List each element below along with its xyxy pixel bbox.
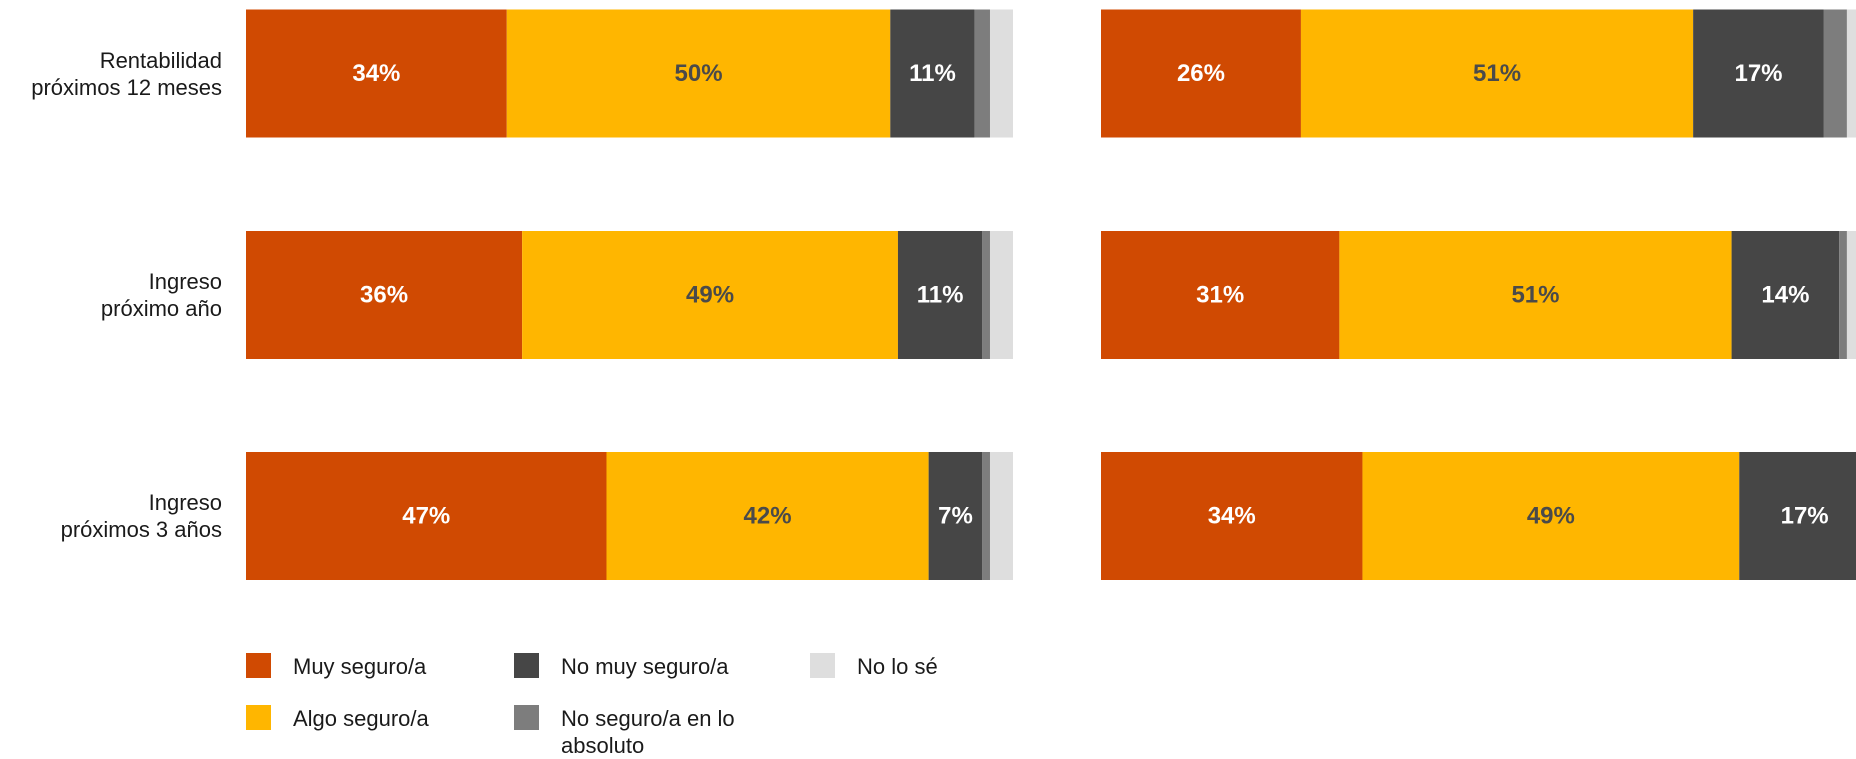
legend-item: No lo sé bbox=[810, 653, 1077, 680]
value-label: 26% bbox=[1177, 60, 1225, 87]
legend-swatch bbox=[246, 653, 271, 678]
legend-item: Algo seguro/a bbox=[246, 705, 513, 732]
chart: 34% 50% 11% 36% 49% 11% 47% 42% 7% 26% 51% 17% 31% 51… bbox=[246, 9, 1856, 580]
value-label: 49% bbox=[1527, 502, 1575, 529]
bar-segment bbox=[1693, 9, 1824, 138]
bar-segment bbox=[1823, 9, 1847, 138]
value-label: 49% bbox=[686, 281, 734, 308]
value-label: 51% bbox=[1473, 60, 1521, 87]
bar-segment bbox=[1731, 231, 1840, 359]
bar-segment bbox=[1101, 452, 1363, 580]
value-label: 17% bbox=[1781, 502, 1829, 529]
legend-item: No seguro/a en lo absoluto bbox=[514, 705, 781, 759]
bar-segment bbox=[989, 452, 1013, 580]
bar-segment bbox=[1300, 9, 1694, 138]
bar-segment bbox=[989, 9, 1013, 138]
bar-segment bbox=[1839, 231, 1847, 359]
value-label: 14% bbox=[1761, 281, 1809, 308]
value-label: 34% bbox=[1208, 502, 1256, 529]
bar-segment bbox=[897, 231, 983, 359]
bar-segment bbox=[246, 452, 607, 580]
value-label: 11% bbox=[917, 281, 964, 308]
legend-item: Muy seguro/a bbox=[246, 653, 513, 680]
legend-label: Muy seguro/a bbox=[293, 654, 427, 679]
bar-segment bbox=[506, 9, 891, 138]
bar-segment bbox=[1101, 231, 1340, 359]
value-label: 11% bbox=[909, 60, 956, 87]
value-label: 17% bbox=[1734, 60, 1782, 87]
bar-segment bbox=[246, 9, 507, 138]
bar-segment bbox=[928, 452, 983, 580]
value-label: 34% bbox=[352, 60, 400, 87]
bar-segment bbox=[974, 9, 990, 138]
legend-swatch bbox=[514, 705, 539, 730]
bar-segment bbox=[1846, 9, 1856, 138]
legend-swatch bbox=[514, 653, 539, 678]
legend-label: No muy seguro/a bbox=[561, 654, 729, 679]
value-label: 7% bbox=[938, 502, 973, 529]
value-label: 42% bbox=[744, 502, 792, 529]
bar-segment bbox=[982, 231, 990, 359]
legend-label: Algo seguro/a bbox=[293, 706, 429, 731]
bar-segment bbox=[982, 452, 990, 580]
bar-segment bbox=[1739, 452, 1856, 580]
legend-swatch bbox=[246, 705, 271, 730]
bar-segment bbox=[1362, 452, 1740, 580]
bar-segment bbox=[1101, 9, 1301, 138]
category-label: Ingreso próximo año bbox=[100, 269, 222, 321]
value-label: 50% bbox=[675, 60, 723, 87]
bar-segment bbox=[522, 231, 898, 359]
legend-label: No seguro/a en lo absoluto bbox=[561, 706, 735, 758]
bar-segment bbox=[1846, 231, 1856, 359]
legend-swatch bbox=[810, 653, 835, 678]
bar-segment bbox=[989, 231, 1013, 359]
value-label: 36% bbox=[360, 281, 408, 308]
bar-segment bbox=[606, 452, 929, 580]
legend-label: No lo sé bbox=[857, 654, 938, 679]
legend-item: No muy seguro/a bbox=[514, 653, 781, 680]
bar-segment bbox=[246, 231, 523, 359]
category-label: Ingreso próximos 3 años bbox=[60, 490, 222, 542]
bar-segment bbox=[890, 9, 975, 138]
value-label: 31% bbox=[1196, 281, 1244, 308]
bar-segment bbox=[1339, 231, 1732, 359]
value-label: 47% bbox=[402, 502, 450, 529]
category-label: Rentabilidad próximos 12 meses bbox=[31, 47, 222, 100]
value-label: 51% bbox=[1511, 281, 1559, 308]
